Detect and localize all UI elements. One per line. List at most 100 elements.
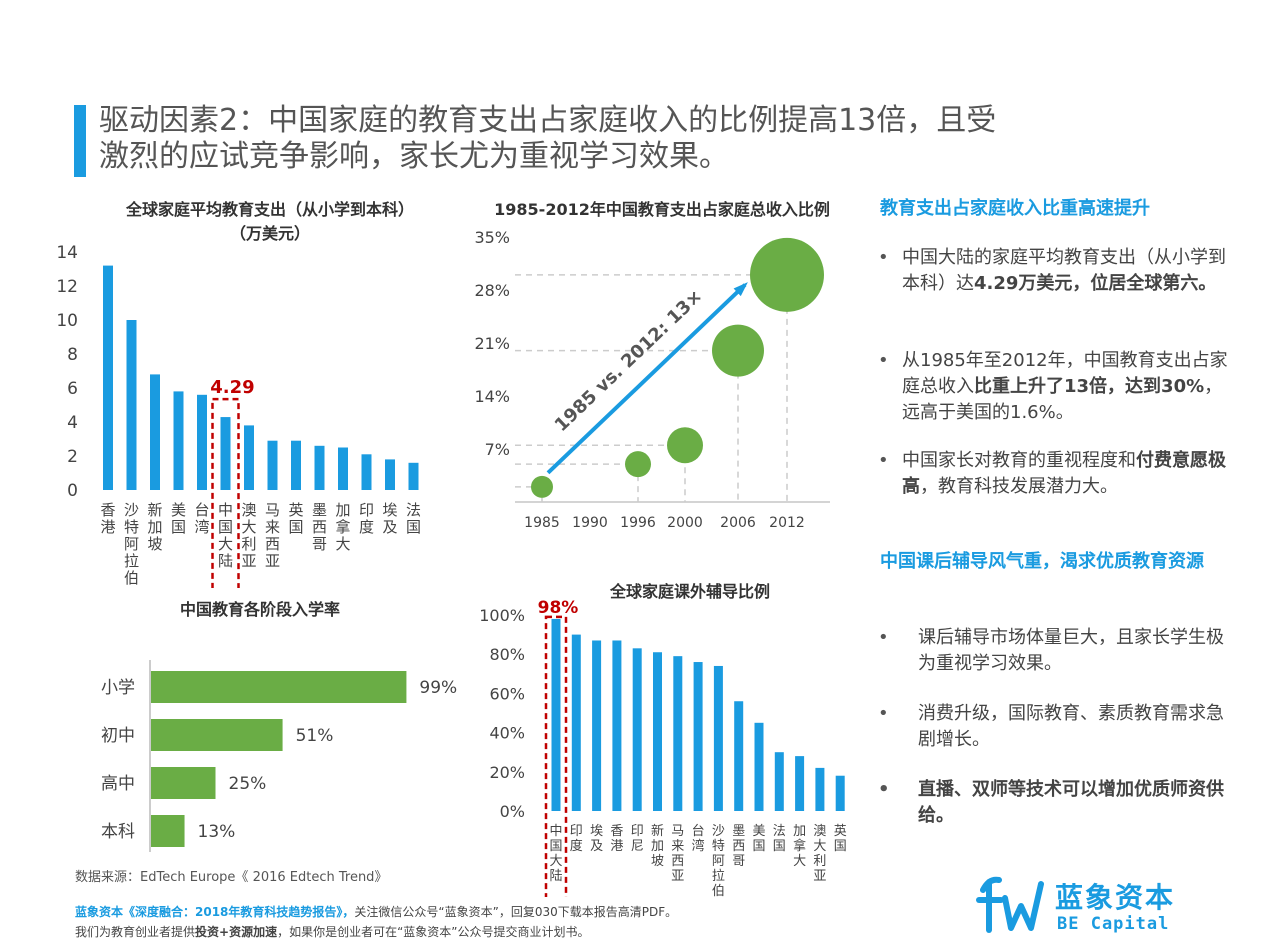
chart4-title: 全球家庭课外辅导比例: [609, 582, 770, 601]
x-tick-label: 沙特阿拉伯: [712, 824, 725, 897]
bar: [244, 425, 254, 490]
bar: [197, 394, 207, 490]
y-tick-label: 14: [56, 243, 78, 263]
chart-global-edu-spend: 14 12 10 8 6 4 2 0 香港沙特阿拉伯新加坡美国台湾中国大陆澳大利亚马来西亚英国墨…: [56, 243, 421, 588]
section2-bullet-2: • 消费升级，国际教育、素质教育需求急剧增长。: [878, 703, 1224, 750]
section1-heading: 教育支出占家庭收入比重高速提升: [880, 198, 1150, 219]
x-tick-label: 法国: [406, 501, 421, 536]
page-title: 驱动因素2：中国家庭的教育支出占家庭收入的比例提高13倍，且受 激烈的应试竞争影…: [99, 103, 1199, 175]
bar: [653, 652, 662, 811]
category-label: 小学: [101, 678, 135, 698]
highlight-box: [544, 615, 568, 897]
bar: [673, 656, 683, 811]
trend-arrow-line: [546, 283, 747, 475]
chart1-title: 全球家庭平均教育支出（从小学到本科） （万美元）: [125, 200, 414, 243]
footer-report-name: 蓝象资本《深度融合：2018年教育科技趋势报告》，: [75, 905, 355, 919]
y-tick-label: 35%: [474, 228, 510, 247]
bar: [151, 719, 283, 751]
bar: [734, 701, 744, 811]
bar: [571, 634, 581, 811]
bar: [815, 767, 825, 811]
bar: [126, 320, 137, 490]
category-label: 初中: [101, 726, 135, 746]
section2-bullet-3: • 直播、双师等技术可以增加优质师资供给。: [878, 779, 1224, 826]
y-tick-label: 8: [67, 345, 78, 365]
bar: [795, 756, 805, 811]
bar: [754, 722, 764, 811]
x-tick-label: 1990: [572, 515, 608, 531]
bullet-dot: •: [878, 703, 889, 724]
x-tick-label: 台湾: [194, 501, 209, 536]
bar: [103, 265, 113, 490]
x-tick-label: 加拿大: [335, 501, 350, 553]
bar: [291, 440, 301, 490]
bar: [612, 640, 622, 811]
y-tick-label: 2: [67, 447, 78, 467]
x-tick-label: 香港: [610, 824, 623, 854]
category-label: 高中: [101, 774, 135, 794]
x-tick-label: 香港: [100, 501, 115, 536]
x-tick-label: 沙特阿拉伯: [124, 501, 139, 587]
x-tick-label: 印度: [570, 824, 583, 854]
x-tick-label: 美国: [171, 501, 186, 536]
x-tick-label: 印尼: [631, 824, 644, 854]
x-tick-label: 英国: [834, 824, 847, 854]
bullet-dot: •: [878, 450, 889, 471]
bubble: [531, 475, 553, 498]
chart-china-edu-ratio: 35% 28% 21% 14% 7% 1985 1990 1996 2000 2006 2012 19…: [474, 228, 830, 531]
x-tick-label: 加拿大: [793, 824, 806, 869]
bar: [314, 445, 325, 490]
x-tick-label: 埃及: [382, 501, 397, 536]
bar: [408, 462, 419, 490]
bullet-dot: •: [878, 779, 890, 800]
bullet-dot: •: [878, 627, 889, 648]
y-tick-label: 28%: [474, 281, 510, 300]
bar: [713, 665, 723, 811]
y-tick-label: 0%: [500, 802, 525, 821]
y-tick-label: 40%: [489, 724, 525, 743]
x-tick-label: 美国: [752, 824, 765, 854]
brand-logo-icon: [976, 876, 1044, 933]
value-label: 51%: [296, 726, 334, 746]
y-tick-label: 21%: [474, 334, 510, 353]
x-tick-label: 马来西亚: [265, 501, 280, 570]
bullet-dot: •: [878, 247, 889, 268]
title-accent-bar: [74, 105, 86, 177]
bullet-dot: •: [878, 350, 889, 371]
x-tick-label: 2000: [667, 515, 703, 531]
x-tick-label: 马来西亚: [671, 824, 684, 884]
section1-bullet-3: • 中国家长对教育的重视程度和付费意愿极高，教育科技发展潜力大。: [878, 450, 1226, 497]
x-tick-label: 2012: [769, 515, 805, 531]
section1-bullet-1: • 中国大陆的家庭平均教育支出（从小学到本科）达4.29万美元，位居全球第六。: [878, 247, 1226, 294]
bar: [150, 374, 160, 490]
y-tick-label: 12: [56, 277, 78, 297]
bubble: [667, 427, 703, 464]
data-source: 数据来源：EdTech Europe《 2016 Edtech Trend》: [75, 870, 388, 885]
bar: [693, 662, 703, 811]
brand-name-en: BE Capital: [1057, 914, 1170, 934]
bar: [151, 671, 407, 703]
section1-bullet-2: • 从1985年至2012年，中国教育支出占家庭总收入比重上升了13倍，达到30…: [878, 350, 1228, 423]
highlight-value-label: 4.29: [210, 377, 254, 398]
y-tick-label: 0: [67, 481, 78, 501]
bar: [173, 391, 184, 490]
x-tick-label: 墨西哥: [312, 501, 327, 553]
brand-name-cn: 蓝象资本: [1055, 881, 1176, 914]
bar: [361, 454, 372, 490]
chart2-title: 1985-2012年中国教育支出占家庭总收入比例: [494, 200, 830, 219]
bar: [267, 440, 278, 490]
bar: [338, 447, 348, 490]
bar: [151, 767, 216, 799]
trend-arrow-head: [733, 282, 748, 297]
bar: [774, 752, 784, 811]
y-tick-label: 7%: [485, 440, 510, 459]
arrow-label: 1985 vs. 2012: 13×: [551, 286, 707, 436]
bar: [835, 775, 845, 811]
x-tick-label: 2006: [720, 515, 756, 531]
x-tick-label: 澳大利亚: [813, 823, 826, 884]
bubble: [750, 237, 824, 312]
x-tick-label: 1985: [524, 515, 560, 531]
bubble: [712, 324, 764, 377]
bar: [151, 815, 185, 847]
y-tick-label: 80%: [489, 645, 525, 664]
